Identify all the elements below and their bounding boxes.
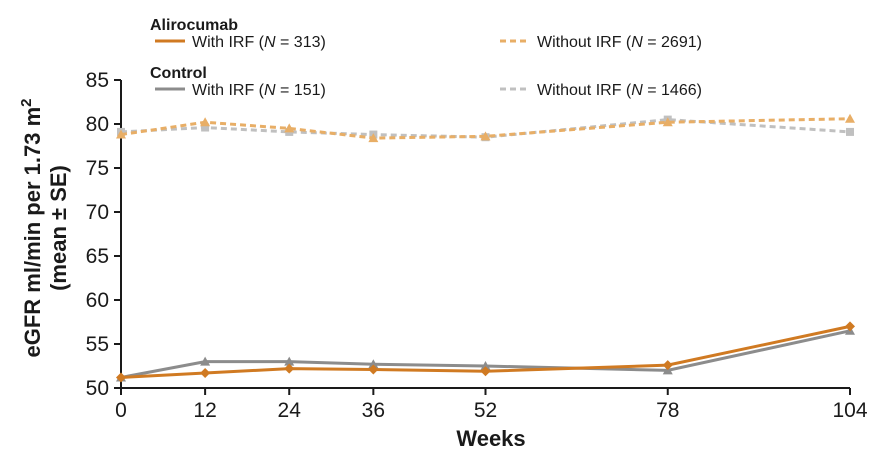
x-tick-label: 0 — [115, 399, 127, 422]
data-point — [200, 356, 211, 366]
data-point — [368, 359, 379, 369]
x-axis-title: Weeks — [456, 426, 525, 451]
data-point — [116, 372, 126, 383]
data-point — [368, 133, 379, 143]
legend-label: With IRF (N = 313) — [192, 34, 326, 51]
x-tick-label: 52 — [474, 399, 497, 422]
data-point — [284, 123, 295, 133]
data-point — [480, 131, 491, 141]
legend-entry: With IRF (N = 313) — [155, 34, 326, 51]
data-point — [662, 360, 673, 371]
x-tick-label: 36 — [362, 399, 385, 422]
y-tick-label: 70 — [86, 201, 109, 224]
legend-label-prefix: With IRF ( — [192, 82, 265, 99]
series-2 — [116, 325, 855, 382]
axes: 50 55 60 65 70 75 80 85 0 12 24 36 52 78 104 — [86, 69, 868, 422]
legend-label-n: N — [631, 82, 643, 99]
y-tick-label: 55 — [86, 333, 109, 356]
y-tick-label: 65 — [86, 245, 109, 268]
legend-label: Without IRF (N = 2691) — [537, 34, 702, 51]
data-point — [480, 366, 491, 377]
legend-label: With IRF (N = 151) — [192, 82, 326, 99]
y-tick-label: 50 — [86, 377, 109, 400]
data-point — [845, 113, 855, 123]
legend-group-title-control: Control — [150, 65, 207, 82]
y-axis-title-line1: eGFR ml/min per 1.73 m2 — [18, 99, 45, 358]
y-tick-label: 80 — [86, 113, 109, 136]
data-point — [845, 321, 855, 332]
legend-label-suffix: = 313) — [276, 34, 326, 51]
data-point — [200, 368, 211, 379]
legend-entry: With IRF (N = 151) — [155, 82, 326, 99]
legend-label-suffix: = 151) — [276, 82, 326, 99]
data-point — [201, 123, 210, 132]
legend-label-n: N — [631, 34, 643, 51]
legend-entry: Without IRF (N = 1466) — [500, 82, 702, 99]
data-point — [846, 127, 854, 136]
y-axis-title-line2: (mean ± SE) — [46, 165, 71, 291]
y-axis-title-superscript: 2 — [18, 99, 35, 107]
data-point — [284, 356, 295, 366]
data-point — [200, 117, 211, 127]
y-axis-title-text: eGFR ml/min per 1.73 m — [20, 107, 45, 358]
series-1 — [116, 113, 855, 143]
x-tick-label: 24 — [278, 399, 302, 422]
legend-label-prefix: With IRF ( — [192, 34, 265, 51]
series-0 — [116, 321, 855, 383]
legend-label-n: N — [264, 82, 276, 99]
data-point — [368, 364, 379, 375]
legend-label: Without IRF (N = 1466) — [537, 82, 702, 99]
y-tick-label: 85 — [86, 69, 109, 92]
legend-group-title-alirocumab: Alirocumab — [150, 17, 238, 34]
y-tick-label: 75 — [86, 157, 109, 180]
legend-label-suffix: = 2691) — [643, 34, 702, 51]
legend-label-suffix: = 1466) — [643, 82, 702, 99]
x-tick-label: 78 — [656, 399, 679, 422]
x-tick-label: 104 — [832, 399, 867, 422]
legend-entry: Without IRF (N = 2691) — [500, 34, 702, 51]
legend-label-prefix: Without IRF ( — [537, 82, 632, 99]
y-tick-label: 60 — [86, 289, 109, 312]
legend-label-n: N — [264, 34, 276, 51]
data-point — [284, 363, 295, 374]
legend-label-prefix: Without IRF ( — [537, 34, 632, 51]
data-point — [480, 361, 491, 370]
series-layer — [116, 113, 855, 383]
x-tick-label: 12 — [193, 399, 216, 422]
legend: Alirocumab Control With IRF (N = 313) Wit… — [150, 17, 702, 99]
data-point — [662, 117, 673, 127]
data-point — [116, 129, 126, 139]
